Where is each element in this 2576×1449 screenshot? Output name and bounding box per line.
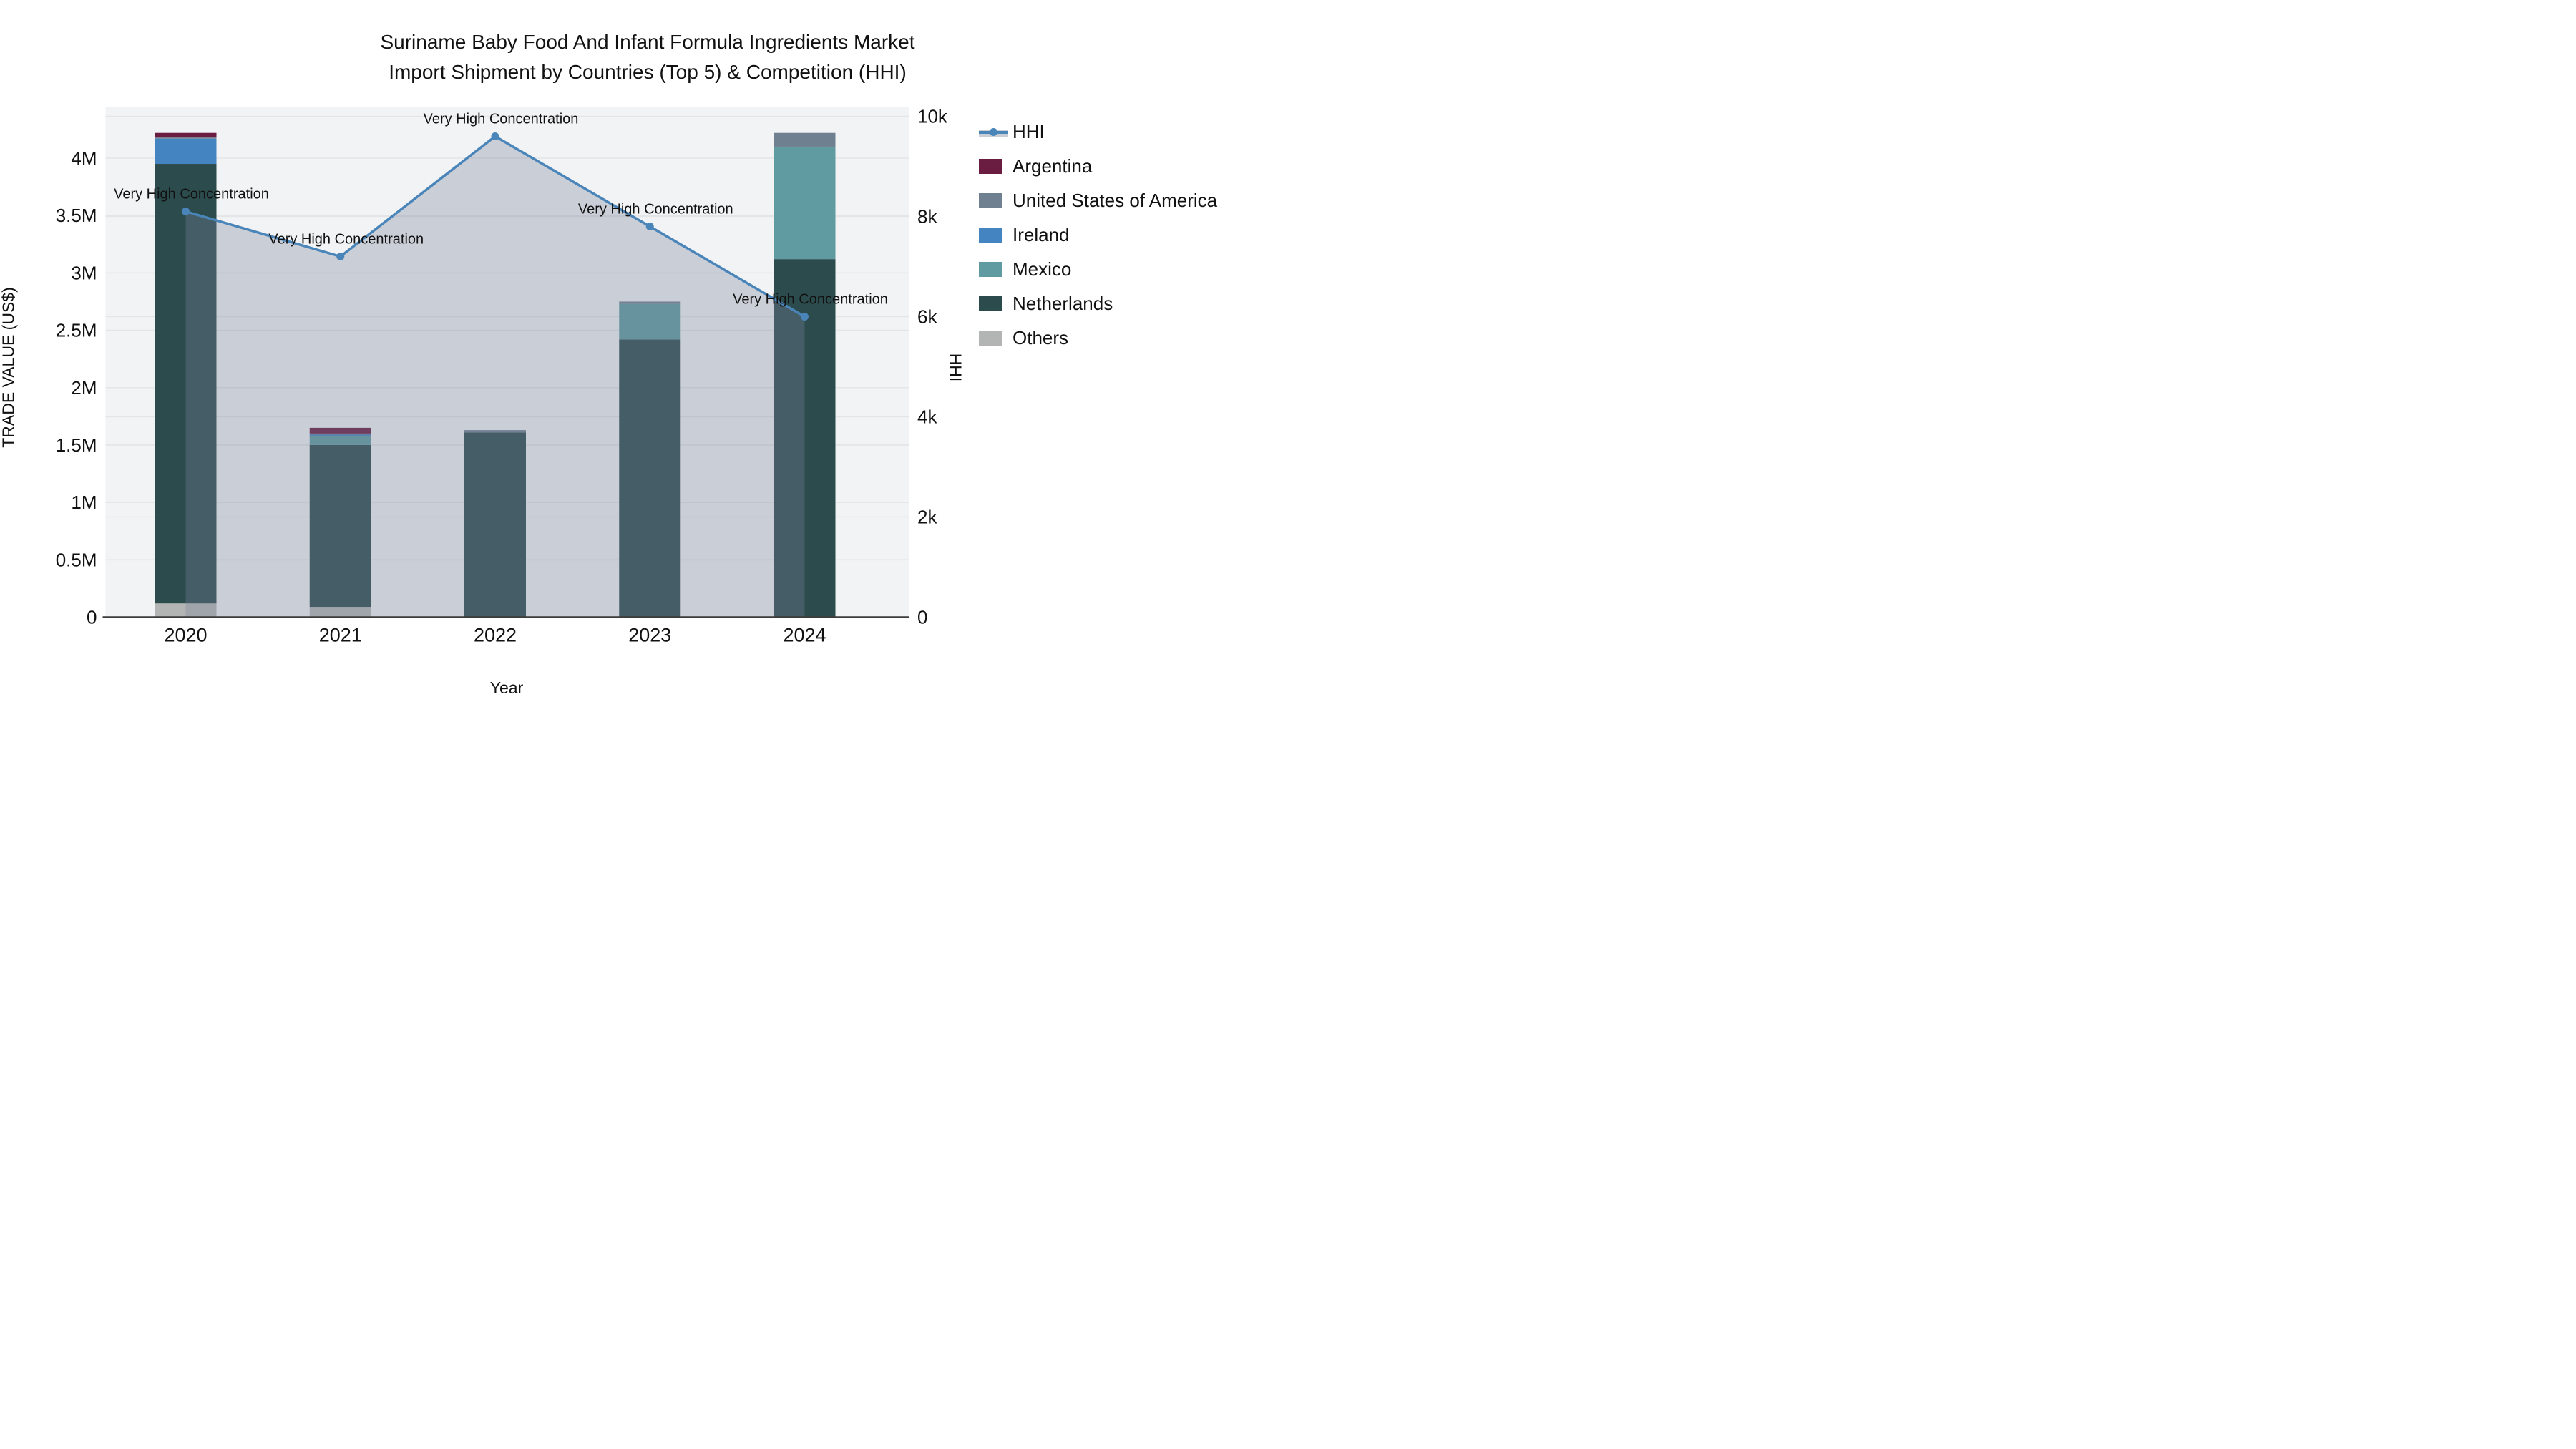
x-tick-2024[interactable]: 2024 [783,625,826,646]
chart-title-line2: Import Shipment by Countries (Top 5) & C… [389,61,907,83]
bar-segment-2020-ireland[interactable] [155,138,217,165]
bar-segment-2021-united-states-of-america[interactable] [309,433,371,435]
x-tick-2023[interactable]: 2023 [628,625,671,646]
y-axis-right-title: HHI [946,353,965,382]
annotation-2022: Very High Concentration [424,112,579,127]
y1-tick-4M: 4M [71,147,97,169]
bar-segment-2020-netherlands[interactable] [155,164,217,604]
legend: HHI Argentina United States of America Ire… [979,114,1217,355]
hhi-marker-2023[interactable] [645,223,654,230]
y1-tick-0: 0 [87,607,97,628]
bar-segment-2023-united-states-of-america[interactable] [619,301,681,304]
chart-title: Suriname Baby Food And Infant Formula In… [0,27,1288,87]
y1-tick-3M: 3M [71,262,97,283]
chart-figure: Suriname Baby Food And Infant Formula In… [0,0,1288,725]
y2-tick-8k: 8k [917,206,937,228]
plot-area: Very High Concentration Very High Concent… [56,106,948,646]
legend-item-netherlands[interactable]: Netherlands [979,286,1217,321]
bar-segment-2022-netherlands[interactable] [464,432,526,618]
legend-item-ireland[interactable]: Ireland [979,218,1217,252]
hhi-marker-2022[interactable] [491,132,499,140]
legend-item-argentina[interactable]: Argentina [979,149,1217,183]
legend-label-netherlands: Netherlands [1013,292,1113,314]
chart-title-line1: Suriname Baby Food And Infant Formula In… [380,31,915,53]
x-axis-title: Year [489,678,524,697]
bar-segment-2023-netherlands[interactable] [619,339,681,618]
bar-segment-2021-mexico[interactable] [309,436,371,445]
y2-tick-2k: 2k [917,507,937,528]
hhi-marker-2021[interactable] [336,253,345,260]
legend-swatch-netherlands [979,296,1002,311]
bar-segment-2020-argentina[interactable] [155,132,217,138]
y2-tick-10k: 10k [917,106,948,127]
legend-label-mexico: Mexico [1013,258,1072,280]
bar-segment-2020-united-states-of-america[interactable] [155,137,217,139]
hhi-marker-2024[interactable] [801,313,809,321]
y1-tick-1M: 1M [71,492,97,513]
hhi-marker-2020[interactable] [182,208,190,215]
annotation-2020: Very High Concentration [114,187,269,203]
bar-segment-2021-argentina[interactable] [309,427,371,434]
legend-item-others[interactable]: Others [979,321,1217,355]
legend-label-hhi: HHI [1013,120,1045,142]
bar-segment-2020-others[interactable] [155,603,217,618]
legend-swatch-united-states-of-america [979,192,1002,208]
bar-segment-2023-mexico[interactable] [619,303,681,340]
x-tick-2022[interactable]: 2022 [474,625,517,646]
bar-segment-2021-ireland[interactable] [309,434,371,436]
bar-segment-2024-united-states-of-america[interactable] [774,132,836,147]
legend-swatch-argentina [979,158,1002,174]
legend-item-mexico[interactable]: Mexico [979,252,1217,286]
y2-tick-0: 0 [917,607,927,628]
annotation-2021: Very High Concentration [268,232,424,248]
bar-segment-2021-netherlands[interactable] [309,444,371,608]
y-axis-left-title: TRADE VALUE (US$) [0,287,18,448]
x-tick-2020[interactable]: 2020 [164,625,207,646]
y1-tick-0.5M: 0.5M [56,549,97,570]
x-tick-2021[interactable]: 2021 [319,625,362,646]
bar-segment-2021-others[interactable] [309,607,371,618]
legend-swatch-others [979,330,1002,346]
y2-tick-4k: 4k [917,406,937,428]
y1-tick-2.5M: 2.5M [56,320,97,341]
annotation-2024: Very High Concentration [733,292,888,308]
bar-segment-2022-united-states-of-america[interactable] [464,430,526,433]
legend-label-argentina: Argentina [1013,155,1093,177]
legend-label-ireland: Ireland [1013,223,1070,245]
y1-tick-2M: 2M [71,377,97,399]
legend-item-united-states-of-america[interactable]: United States of America [979,183,1217,218]
legend-swatch-mexico [979,261,1002,277]
legend-item-hhi[interactable]: HHI [979,114,1217,149]
hhi-line-icon [979,125,1008,140]
legend-label-united-states-of-america: United States of America [1013,189,1218,211]
legend-label-others: Others [1013,326,1069,348]
y1-tick-3.5M: 3.5M [56,205,97,226]
y2-tick-6k: 6k [917,306,937,328]
y1-tick-1.5M: 1.5M [56,434,97,456]
annotation-2023: Very High Concentration [578,202,733,218]
hhi-marker-dot [990,128,997,136]
legend-swatch-ireland [979,227,1002,243]
bar-segment-2024-mexico[interactable] [774,146,836,260]
